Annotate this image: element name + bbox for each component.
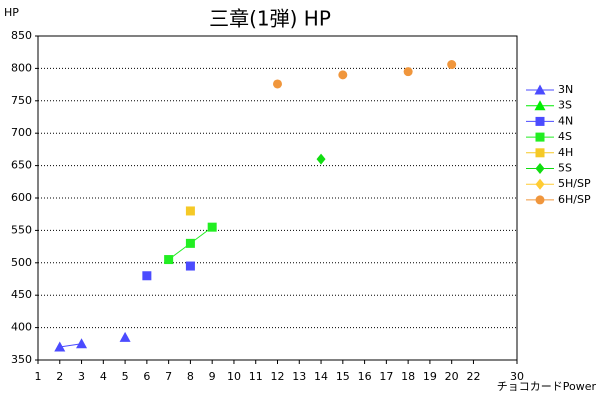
legend-marker: [534, 84, 546, 95]
legend-marker: [534, 100, 546, 111]
point: [447, 60, 457, 70]
x-tick-label: 8: [187, 370, 194, 383]
x-axis-label: チョコカードPower: [497, 380, 597, 393]
y-tick-label: 650: [11, 159, 32, 172]
point: [185, 206, 195, 216]
y-tick-label: 750: [11, 94, 32, 107]
x-tick-label: 4: [100, 370, 107, 383]
x-tick-label: 1: [35, 370, 42, 383]
x-tick-label: 30: [510, 370, 524, 383]
x-tick-label: 13: [292, 370, 306, 383]
point: [54, 341, 66, 352]
y-tick-label: 550: [11, 223, 32, 236]
point: [185, 238, 195, 248]
x-tick-label: 10: [227, 370, 241, 383]
chart-title: 三章(1弾) HP: [209, 7, 331, 31]
legend-label: 4H: [558, 146, 573, 159]
legend-label: 4S: [558, 130, 572, 143]
x-tick-label: 3: [78, 370, 85, 383]
y-tick-label: 700: [11, 126, 32, 139]
x-tick-label: 7: [165, 370, 172, 383]
x-tick-label: 16: [358, 370, 372, 383]
legend-marker: [535, 116, 545, 126]
x-tick-label: 19: [423, 370, 437, 383]
legend-label: 5H/SP: [558, 177, 591, 190]
x-tick-label: 17: [379, 370, 393, 383]
y-tick-label: 450: [11, 288, 32, 301]
legend-label: 3N: [558, 83, 573, 96]
point: [403, 67, 413, 77]
x-tick-label: 2: [56, 370, 63, 383]
y-tick-label: 600: [11, 191, 32, 204]
x-tick-label: 6: [143, 370, 150, 383]
x-tick-label: 5: [122, 370, 129, 383]
point: [142, 271, 152, 281]
legend-label: 6H/SP: [558, 193, 591, 206]
legend-label: 4N: [558, 114, 573, 127]
x-tick-label: 12: [271, 370, 285, 383]
point: [273, 79, 282, 89]
y-tick-label: 400: [11, 321, 32, 334]
legend-marker: [535, 163, 545, 174]
legend-marker: [535, 132, 545, 142]
y-axis-label: HP: [4, 6, 19, 19]
point: [338, 70, 348, 80]
legend-marker: [535, 178, 545, 190]
point: [119, 331, 131, 342]
legend-marker: [535, 148, 545, 158]
point: [316, 153, 326, 165]
legend-label: 3S: [558, 99, 572, 112]
x-tick-label: 15: [336, 370, 350, 383]
series-line: [59, 343, 82, 348]
y-tick-label: 350: [11, 353, 32, 366]
y-tick-label: 850: [11, 29, 32, 42]
y-tick-label: 500: [11, 256, 32, 269]
x-tick-label: 20: [445, 370, 459, 383]
x-tick-label: 22: [466, 370, 480, 383]
point: [164, 255, 174, 265]
legend-label: 5S: [558, 162, 572, 175]
legend-marker: [535, 195, 545, 205]
x-tick-label: 18: [401, 370, 415, 383]
x-tick-label: 11: [249, 370, 263, 383]
x-tick-label: 9: [209, 370, 216, 383]
y-tick-label: 800: [11, 61, 32, 74]
point: [207, 222, 217, 232]
point: [76, 338, 88, 349]
x-tick-label: 14: [314, 370, 328, 383]
point: [185, 261, 195, 271]
